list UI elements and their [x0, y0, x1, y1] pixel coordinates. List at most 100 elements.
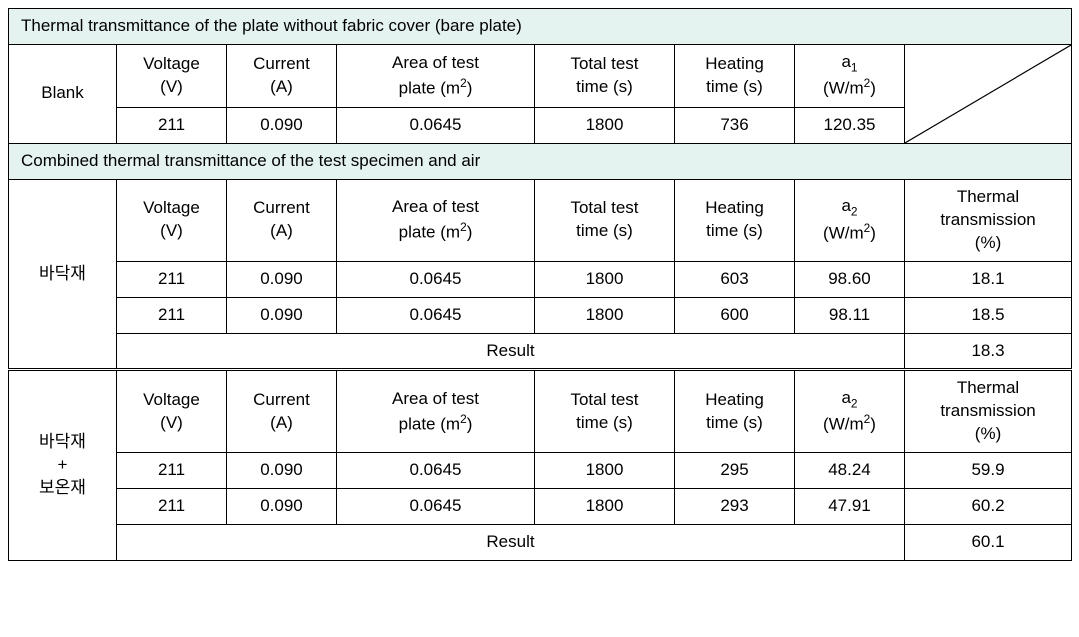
- result-value: 18.3: [905, 333, 1072, 370]
- text: (A): [270, 221, 293, 240]
- diagonal-line-icon: [905, 45, 1071, 143]
- cell-voltage: 211: [117, 107, 227, 143]
- cell-total: 1800: [535, 107, 675, 143]
- text: (W/m: [823, 223, 864, 242]
- cell-current: 0.090: [227, 107, 337, 143]
- col-thermal: Thermal transmission (%): [905, 179, 1072, 261]
- result-label: Result: [117, 333, 905, 370]
- text: Total test: [570, 54, 638, 73]
- text: Thermal: [957, 187, 1019, 206]
- cell: 0.0645: [337, 297, 535, 333]
- cell: 0.0645: [337, 261, 535, 297]
- col-total: Total test time (s): [535, 370, 675, 453]
- text: ): [870, 79, 876, 98]
- text: Current: [253, 54, 310, 73]
- section1-title: Thermal transmittance of the plate witho…: [9, 9, 1072, 45]
- text: (W/m: [823, 79, 864, 98]
- text: time (s): [576, 221, 633, 240]
- cell: 0.090: [227, 297, 337, 333]
- text: ): [870, 415, 876, 434]
- text: (A): [270, 413, 293, 432]
- section2-title: Combined thermal transmittance of the te…: [9, 143, 1072, 179]
- cell: 211: [117, 297, 227, 333]
- thermal-table: Thermal transmittance of the plate witho…: [8, 8, 1072, 561]
- cell-area: 0.0645: [337, 107, 535, 143]
- col-voltage: Voltage (V): [117, 44, 227, 107]
- text: a: [841, 196, 850, 215]
- result-label: Result: [117, 525, 905, 561]
- text: time (s): [576, 413, 633, 432]
- col-voltage: Voltage (V): [117, 179, 227, 261]
- text: 바닥재: [39, 432, 86, 451]
- text: transmission: [940, 401, 1035, 420]
- group2-label: 바닥재 + 보온재: [9, 370, 117, 561]
- cell-heat: 736: [675, 107, 795, 143]
- text: Heating: [705, 198, 764, 217]
- col-a2: a2 (W/m2): [795, 370, 905, 453]
- cell: 293: [675, 489, 795, 525]
- group1-label: 바닥재: [9, 179, 117, 370]
- cell: 211: [117, 453, 227, 489]
- col-voltage: Voltage (V): [117, 370, 227, 453]
- text: (%): [975, 233, 1001, 252]
- col-area: Area of test plate (m2): [337, 370, 535, 453]
- col-area: Area of test plate (m2): [337, 179, 535, 261]
- cell: 603: [675, 261, 795, 297]
- cell: 18.5: [905, 297, 1072, 333]
- text: a: [841, 388, 850, 407]
- text: Total test: [570, 390, 638, 409]
- col-current: Current (A): [227, 370, 337, 453]
- text: time (s): [706, 413, 763, 432]
- text: Current: [253, 390, 310, 409]
- col-current: Current (A): [227, 44, 337, 107]
- cell: 0.090: [227, 489, 337, 525]
- text: (V): [160, 221, 183, 240]
- cell: 0.090: [227, 261, 337, 297]
- cell: 98.60: [795, 261, 905, 297]
- text: plate (m: [399, 414, 460, 433]
- text: time (s): [706, 77, 763, 96]
- text: Heating: [705, 390, 764, 409]
- text: a: [841, 52, 850, 71]
- text: transmission: [940, 210, 1035, 229]
- text: +: [58, 455, 68, 474]
- col-heating: Heating time (s): [675, 44, 795, 107]
- blank-label: Blank: [9, 44, 117, 143]
- cell: 0.090: [227, 453, 337, 489]
- text: Area of test: [392, 53, 479, 72]
- cell: 18.1: [905, 261, 1072, 297]
- col-a1: a1 (W/m2): [795, 44, 905, 107]
- cell: 600: [675, 297, 795, 333]
- text: Total test: [570, 198, 638, 217]
- text: Voltage: [143, 390, 200, 409]
- cell: 0.0645: [337, 453, 535, 489]
- col-current: Current (A): [227, 179, 337, 261]
- text: Area of test: [392, 197, 479, 216]
- text: (W/m: [823, 415, 864, 434]
- text: (V): [160, 413, 183, 432]
- text: Voltage: [143, 198, 200, 217]
- text: Area of test: [392, 389, 479, 408]
- col-a2: a2 (W/m2): [795, 179, 905, 261]
- cell: 1800: [535, 453, 675, 489]
- text: plate (m: [399, 78, 460, 97]
- col-area: Area of test plate (m2): [337, 44, 535, 107]
- col-total: Total test time (s): [535, 179, 675, 261]
- text: (V): [160, 77, 183, 96]
- cell: 211: [117, 489, 227, 525]
- diagonal-cell: [905, 44, 1072, 143]
- cell-a1: 120.35: [795, 107, 905, 143]
- col-heating: Heating time (s): [675, 370, 795, 453]
- cell: 295: [675, 453, 795, 489]
- text: ): [467, 223, 473, 242]
- text: ): [870, 223, 876, 242]
- text: Heating: [705, 54, 764, 73]
- text: plate (m: [399, 223, 460, 242]
- result-value: 60.1: [905, 525, 1072, 561]
- cell: 0.0645: [337, 489, 535, 525]
- cell: 60.2: [905, 489, 1072, 525]
- text: ): [467, 414, 473, 433]
- text: 보온재: [39, 478, 86, 497]
- text: time (s): [576, 77, 633, 96]
- cell: 1800: [535, 297, 675, 333]
